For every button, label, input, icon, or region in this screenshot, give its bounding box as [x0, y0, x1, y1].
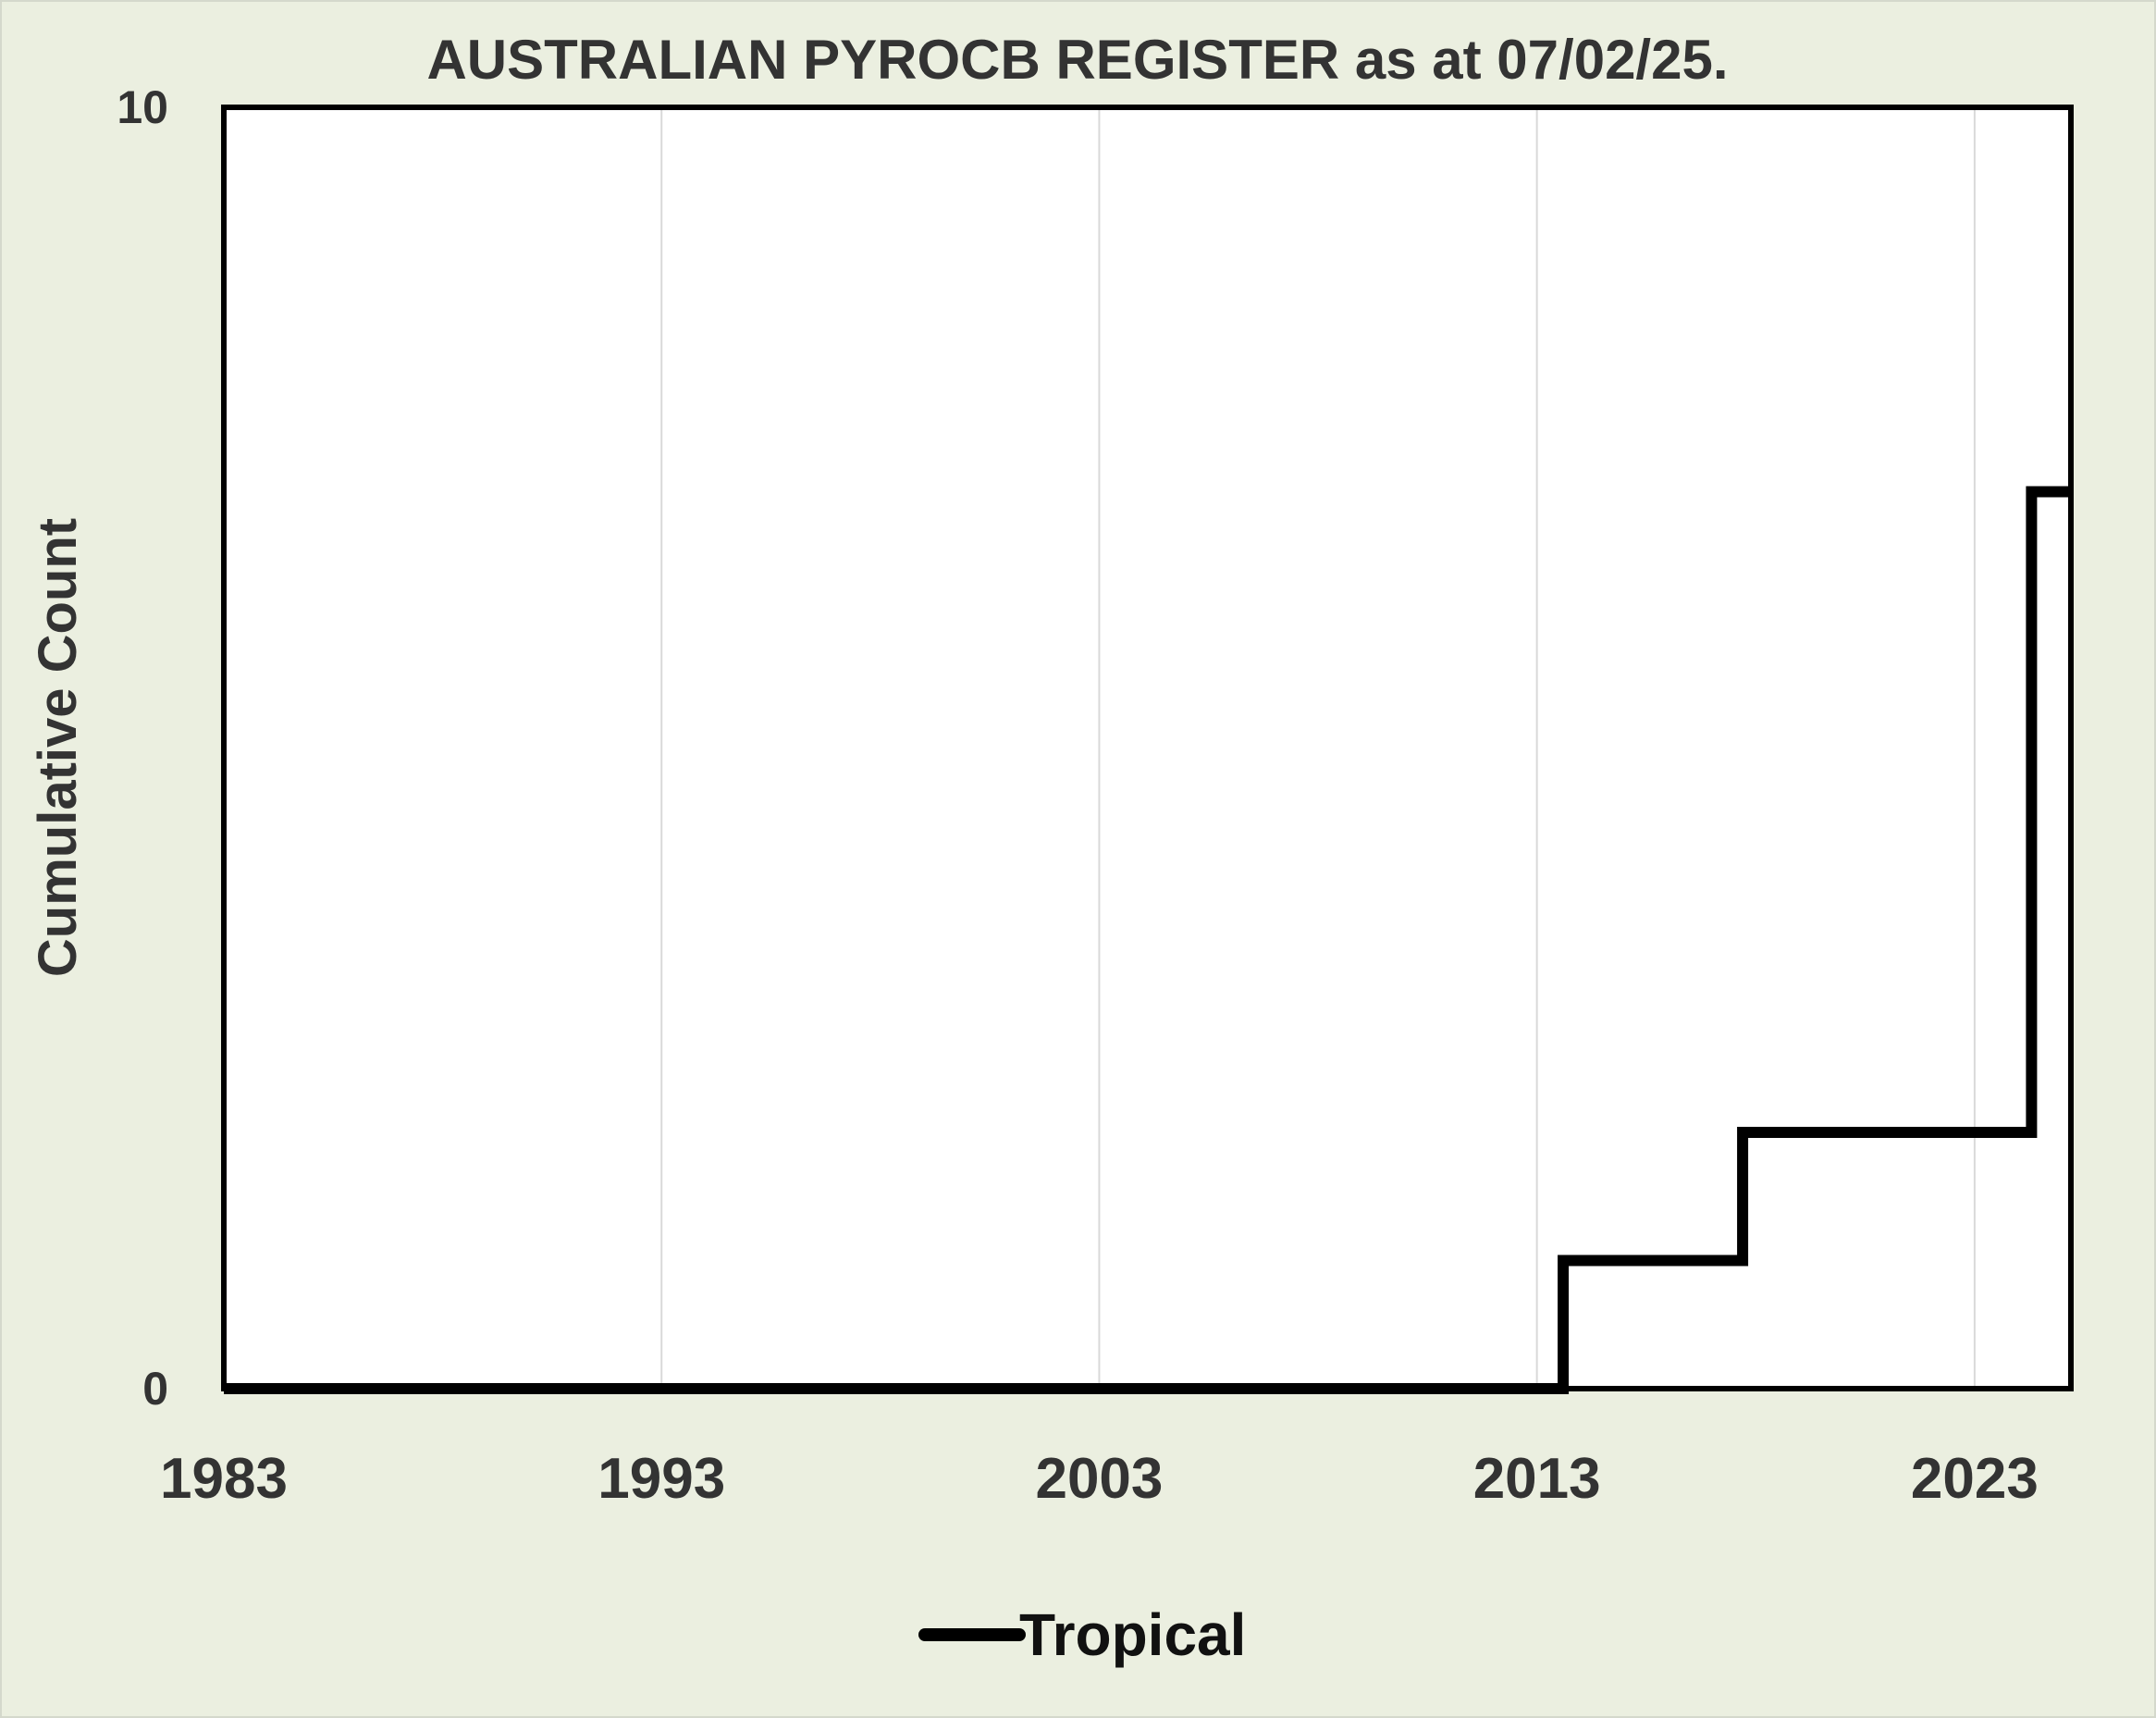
legend: Tropical — [918, 1601, 1246, 1668]
series-line-tropical — [224, 486, 2071, 1394]
x-tick-label: 2013 — [1473, 1447, 1601, 1511]
y-axis-label: Cumulative Count — [28, 518, 88, 977]
x-tick-label: 1983 — [160, 1447, 288, 1511]
legend-label-tropical: Tropical — [1019, 1601, 1246, 1668]
chart-title: AUSTRALIAN PYROCB REGISTER as at 07/02/2… — [426, 29, 1728, 91]
y-tick-label: 0 — [142, 1363, 168, 1415]
y-tick-label: 10 — [117, 81, 168, 133]
plot-area — [221, 105, 2074, 1391]
x-tick-label: 1993 — [598, 1447, 725, 1511]
x-tick-label: 2023 — [1911, 1447, 2039, 1511]
x-tick-label: 2003 — [1035, 1447, 1163, 1511]
